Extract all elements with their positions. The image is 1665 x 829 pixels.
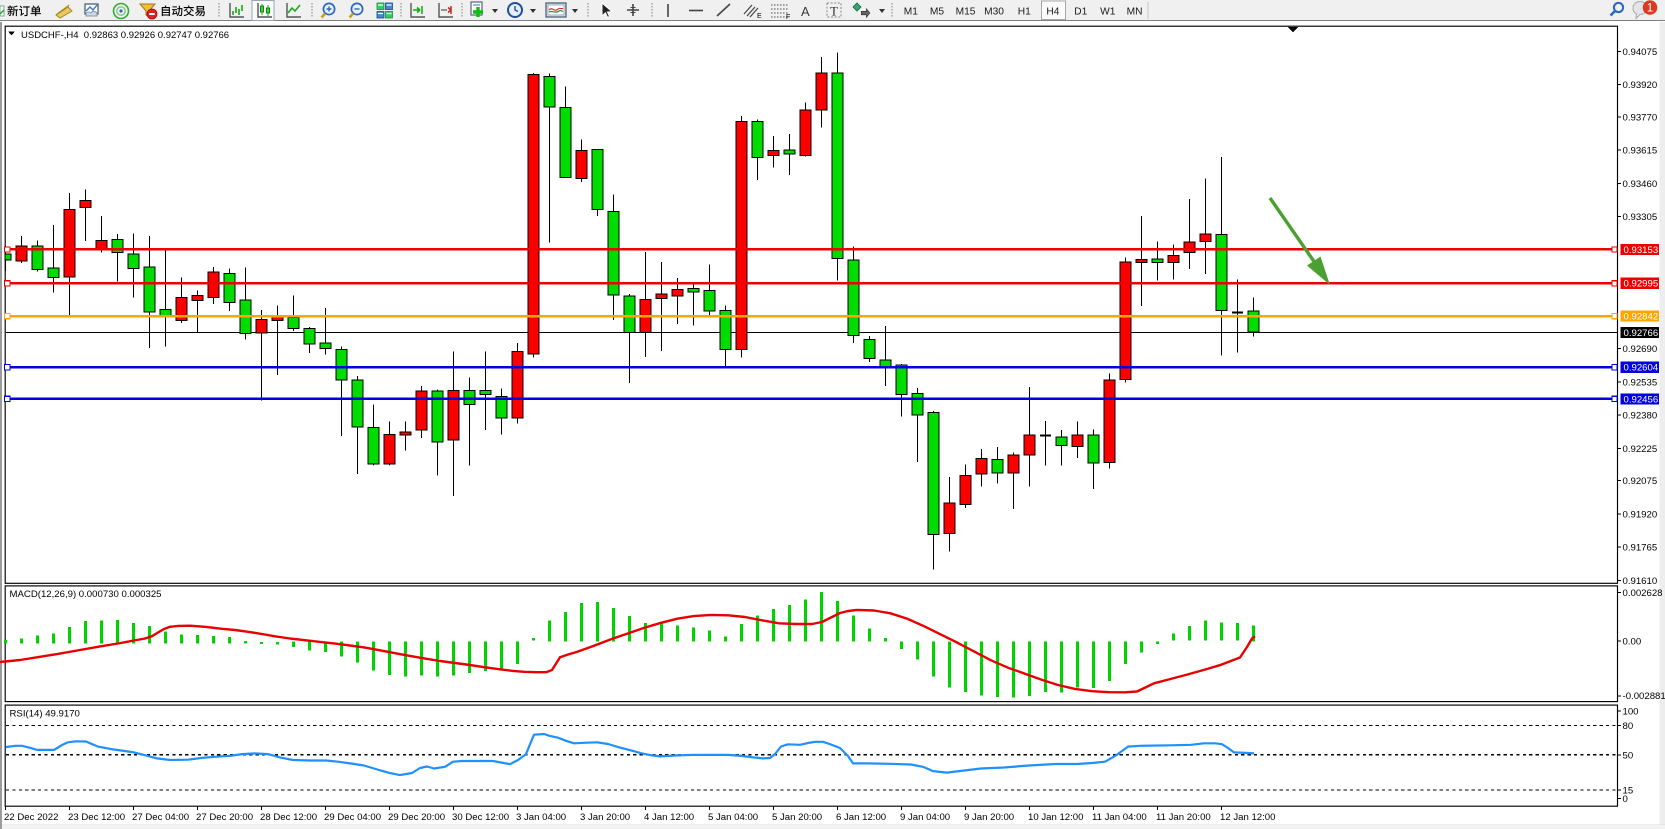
svg-text:USDCHF-,H4 0.92863 0.92926 0.: USDCHF-,H4 0.92863 0.92926 0.92747 0.927… <box>21 30 229 41</box>
svg-text:1: 1 <box>1647 3 1653 15</box>
svg-text:F: F <box>786 14 790 21</box>
svg-text:5 Jan 20:00: 5 Jan 20:00 <box>772 812 822 823</box>
svg-text:0.92690: 0.92690 <box>1623 344 1658 355</box>
svg-text:0.93153: 0.93153 <box>1624 245 1659 256</box>
svg-text:11 Jan 20:00: 11 Jan 20:00 <box>1156 812 1211 823</box>
svg-text:100: 100 <box>1623 707 1639 718</box>
svg-text:4 Jan 12:00: 4 Jan 12:00 <box>644 812 694 823</box>
svg-text:0.93305: 0.93305 <box>1623 212 1658 223</box>
svg-text:0.91765: 0.91765 <box>1623 543 1658 554</box>
svg-text:0: 0 <box>1623 794 1628 805</box>
svg-text:0.91610: 0.91610 <box>1623 576 1658 587</box>
svg-text:0.91920: 0.91920 <box>1623 509 1658 520</box>
svg-text:M1: M1 <box>904 7 918 18</box>
svg-text:29 Dec 20:00: 29 Dec 20:00 <box>388 812 445 823</box>
svg-text:W1: W1 <box>1100 7 1116 18</box>
svg-text:0.92535: 0.92535 <box>1623 377 1658 388</box>
svg-text:MACD(12,26,9) 0.000730 0.00032: MACD(12,26,9) 0.000730 0.000325 <box>10 589 162 600</box>
svg-text:M30: M30 <box>984 7 1004 18</box>
svg-text:6 Jan 12:00: 6 Jan 12:00 <box>836 812 886 823</box>
svg-text:15: 15 <box>1623 786 1634 797</box>
svg-text:28 Dec 12:00: 28 Dec 12:00 <box>260 812 317 823</box>
svg-text:-0.002881: -0.002881 <box>1623 691 1665 702</box>
svg-text:0.92766: 0.92766 <box>1624 328 1659 339</box>
svg-text:RSI(14) 49.9170: RSI(14) 49.9170 <box>10 709 80 720</box>
svg-text:0.92604: 0.92604 <box>1624 363 1659 374</box>
svg-text:50: 50 <box>1623 750 1634 761</box>
svg-text:12 Jan 12:00: 12 Jan 12:00 <box>1220 812 1275 823</box>
svg-text:0.93615: 0.93615 <box>1623 146 1658 157</box>
svg-text:22 Dec 2022: 22 Dec 2022 <box>4 812 58 823</box>
svg-text:0.92456: 0.92456 <box>1624 394 1659 405</box>
svg-text:10 Jan 12:00: 10 Jan 12:00 <box>1028 812 1083 823</box>
svg-text:M5: M5 <box>930 7 944 18</box>
svg-text:3 Jan 04:00: 3 Jan 04:00 <box>516 812 566 823</box>
svg-text:0.92225: 0.92225 <box>1623 444 1658 455</box>
svg-text:0.92075: 0.92075 <box>1623 476 1658 487</box>
svg-text:3 Jan 20:00: 3 Jan 20:00 <box>580 812 630 823</box>
svg-text:0.92380: 0.92380 <box>1623 411 1658 422</box>
svg-text:M15: M15 <box>956 7 976 18</box>
svg-text:H1: H1 <box>1018 7 1031 18</box>
svg-text:0.93920: 0.93920 <box>1623 80 1658 91</box>
svg-text:29 Dec 04:00: 29 Dec 04:00 <box>324 812 381 823</box>
svg-text:5 Jan 04:00: 5 Jan 04:00 <box>708 812 758 823</box>
svg-text:30 Dec 12:00: 30 Dec 12:00 <box>452 812 509 823</box>
svg-text:11 Jan 04:00: 11 Jan 04:00 <box>1092 812 1147 823</box>
svg-text:0.00: 0.00 <box>1623 636 1642 647</box>
svg-text:T: T <box>830 4 838 19</box>
svg-text:27 Dec 20:00: 27 Dec 20:00 <box>196 812 253 823</box>
svg-text:27 Dec 04:00: 27 Dec 04:00 <box>132 812 189 823</box>
svg-text:MN: MN <box>1127 7 1143 18</box>
svg-text:0.93460: 0.93460 <box>1623 179 1658 190</box>
svg-text:E: E <box>757 13 762 20</box>
svg-text:0.92842: 0.92842 <box>1624 312 1659 323</box>
svg-text:9 Jan 04:00: 9 Jan 04:00 <box>900 812 950 823</box>
svg-text:0.92995: 0.92995 <box>1624 279 1659 290</box>
svg-text:0.94075: 0.94075 <box>1623 47 1658 58</box>
svg-text:23 Dec 12:00: 23 Dec 12:00 <box>68 812 125 823</box>
svg-text:0.93770: 0.93770 <box>1623 112 1658 123</box>
svg-text:H4: H4 <box>1046 7 1059 18</box>
svg-text:0.002628: 0.002628 <box>1623 588 1663 599</box>
svg-text:80: 80 <box>1623 721 1634 732</box>
svg-text:9 Jan 20:00: 9 Jan 20:00 <box>964 812 1014 823</box>
svg-text:A: A <box>801 4 810 19</box>
svg-text:D1: D1 <box>1074 7 1087 18</box>
